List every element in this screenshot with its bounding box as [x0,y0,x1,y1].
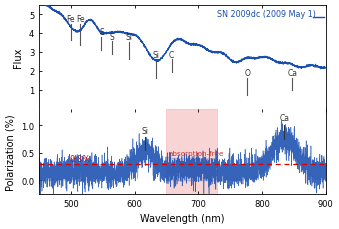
Text: C: C [169,50,174,59]
Text: Si: Si [153,50,160,59]
Y-axis label: Flux: Flux [13,47,23,68]
Text: Fe: Fe [76,15,85,24]
Y-axis label: Polarization (%): Polarization (%) [5,114,16,190]
Text: O: O [244,69,250,78]
Bar [166,109,217,194]
Text: absorption-free: absorption-free [169,150,224,156]
X-axis label: Wavelength (nm): Wavelength (nm) [140,213,224,224]
Text: Fe: Fe [67,15,75,24]
Text: S: S [110,32,115,41]
Text: Si: Si [126,33,133,42]
Text: Si: Si [142,127,149,136]
Text: 0.3%: 0.3% [69,154,90,163]
Text: Ca: Ca [279,114,289,123]
Text: S: S [99,28,104,37]
Text: Ca: Ca [287,69,297,78]
Text: SN 2009dc (2009 May 1): SN 2009dc (2009 May 1) [217,10,316,19]
